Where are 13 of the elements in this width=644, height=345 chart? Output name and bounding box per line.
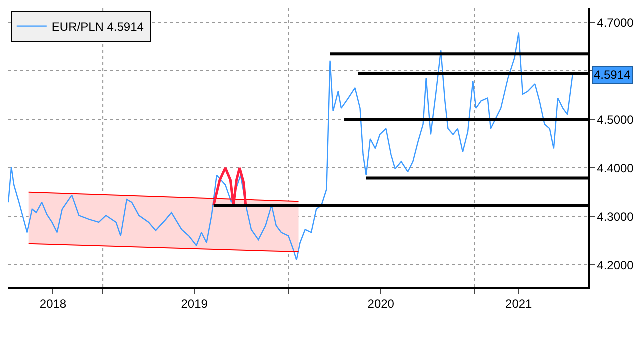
text: 4.5914 — [594, 68, 632, 82]
y-tick-label: 4.2000 — [597, 258, 634, 272]
y-tick-label: 4.5000 — [597, 112, 634, 127]
line-series — [212, 166, 248, 207]
legend-label: EUR/PLN 4.5914 — [52, 20, 144, 34]
x-tick-label: 2021 — [506, 297, 533, 312]
y-tick-label: 4.4000 — [597, 161, 634, 176]
x-tick-label: 2018 — [40, 297, 67, 312]
line-series — [8, 32, 574, 261]
x-tick-label: 2019 — [181, 297, 208, 312]
x-tick-label: 2020 — [368, 297, 395, 312]
y-tick-label: 4.3000 — [597, 210, 634, 224]
y-tick-label: 4.7000 — [597, 16, 634, 30]
